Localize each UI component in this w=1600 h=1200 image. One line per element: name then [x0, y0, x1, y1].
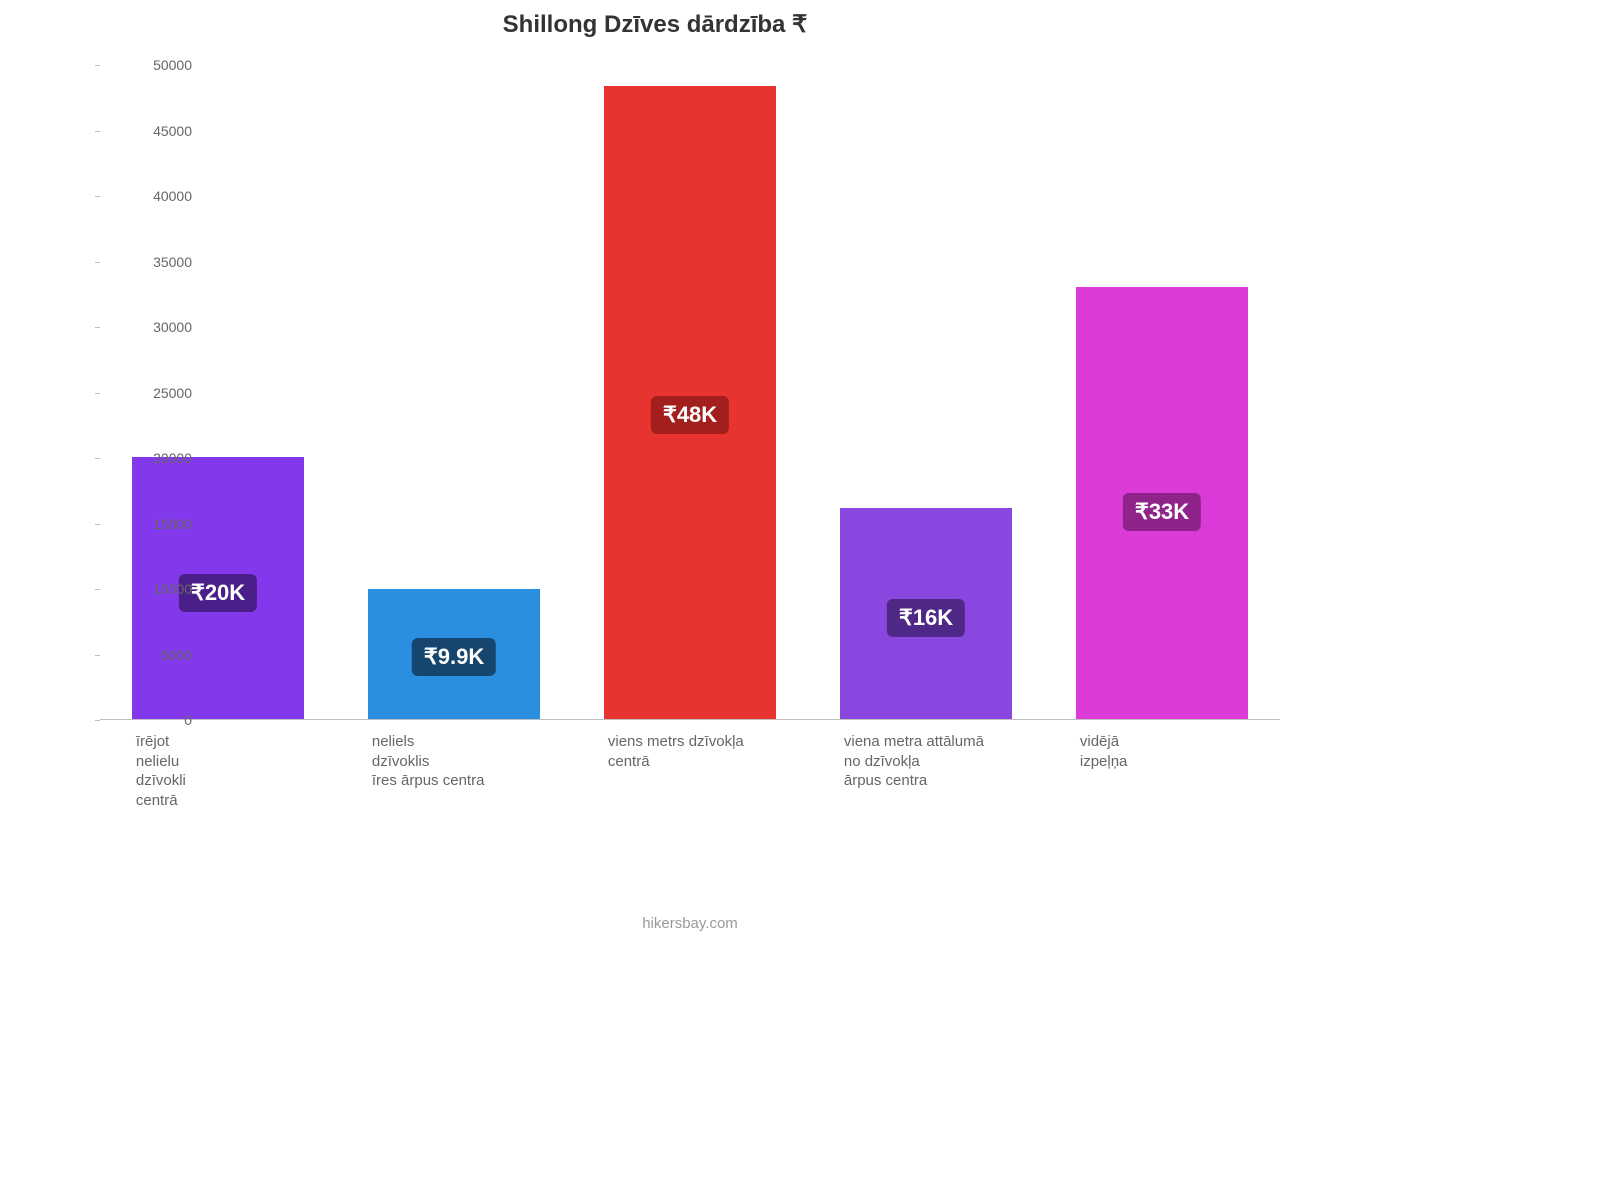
y-tick-mark — [95, 524, 100, 525]
y-tick-mark — [95, 327, 100, 328]
y-tick-mark — [95, 131, 100, 132]
y-tick-mark — [95, 393, 100, 394]
y-tick-mark — [95, 589, 100, 590]
plot-area: ₹20K₹9.9K₹48K₹16K₹33K — [100, 65, 1280, 720]
bar-value-label: ₹16K — [887, 599, 965, 637]
y-tick-label: 40000 — [153, 188, 192, 204]
x-tick-label: īrējotnelieludzīvoklicentrā — [136, 732, 338, 810]
chart-footer: hikersbay.com — [100, 915, 1280, 932]
y-tick-label: 20000 — [153, 450, 192, 466]
chart-container: Shillong Dzīves dārdzība ₹ ₹20K₹9.9K₹48K… — [40, 10, 1320, 955]
x-tick-label: nelielsdzīvoklisīres ārpus centra — [372, 732, 574, 791]
bar-value-label: ₹33K — [1123, 493, 1201, 531]
chart-title: Shillong Dzīves dārdzība ₹ — [40, 10, 1320, 39]
y-tick-label: 30000 — [153, 319, 192, 335]
y-tick-mark — [95, 458, 100, 459]
x-tick-label: vidējāizpeļņa — [1080, 732, 1282, 771]
x-tick-label: viena metra attālumāno dzīvokļaārpus cen… — [844, 732, 1046, 791]
y-tick-label: 50000 — [153, 57, 192, 73]
y-tick-label: 10000 — [153, 581, 192, 597]
y-tick-label: 0 — [184, 712, 192, 728]
bar-value-label: ₹48K — [651, 396, 729, 434]
y-tick-mark — [95, 262, 100, 263]
y-tick-label: 15000 — [153, 516, 192, 532]
y-tick-mark — [95, 655, 100, 656]
y-tick-mark — [95, 65, 100, 66]
bar-value-label: ₹9.9K — [412, 638, 496, 676]
y-tick-label: 45000 — [153, 123, 192, 139]
y-tick-label: 25000 — [153, 385, 192, 401]
y-tick-label: 5000 — [161, 647, 192, 663]
y-tick-label: 35000 — [153, 254, 192, 270]
y-tick-mark — [95, 720, 100, 721]
y-tick-mark — [95, 196, 100, 197]
x-tick-label: viens metrs dzīvokļacentrā — [608, 732, 810, 771]
